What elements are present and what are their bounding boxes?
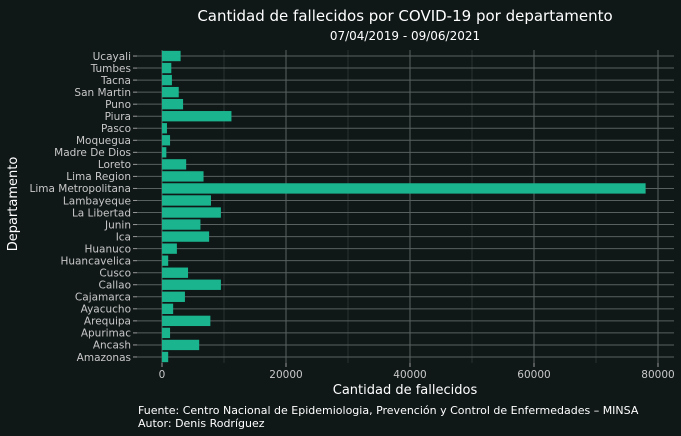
y-tick-label: Madre De Dios (54, 147, 131, 159)
x-axis-label: Cantidad de fallecidos (333, 383, 478, 398)
y-tick-label: Tumbes (90, 63, 131, 75)
bar (162, 339, 200, 351)
author-caption: Autor: Denis Rodríguez (138, 417, 265, 430)
bar (162, 291, 185, 302)
y-tick-label: San Martin (74, 87, 131, 99)
y-tick-label: Cusco (99, 268, 131, 280)
y-tick-label: Ica (116, 231, 131, 243)
y-tick-label: Lima Region (66, 171, 131, 183)
bar (162, 50, 181, 62)
bar (162, 183, 646, 194)
y-tick-label: Arequipa (84, 316, 131, 328)
y-tick-label: La Libertad (72, 207, 131, 219)
x-tick-label: 80000 (641, 369, 674, 381)
x-tick-label: 20000 (269, 369, 302, 381)
bar (162, 267, 189, 278)
y-tick-label: Callao (99, 280, 131, 292)
y-tick-label: Puno (105, 99, 131, 111)
y-tick-labels: AmazonasAncashApurimacArequipaAyacuchoCa… (30, 51, 132, 364)
y-tick-label: Junin (104, 219, 131, 231)
bar (162, 86, 179, 98)
bar (162, 327, 171, 339)
chart-subtitle: 07/04/2019 - 09/06/2021 (330, 29, 480, 43)
y-tick-label: Lambayeque (63, 195, 131, 207)
bar (162, 255, 169, 266)
y-tick-label: Loreto (98, 159, 131, 171)
chart-title: Cantidad de fallecidos por COVID-19 por … (197, 7, 612, 25)
source-caption: Fuente: Centro Nacional de Epidemiologia… (138, 404, 639, 417)
y-tick-label: Cajamarca (75, 292, 131, 304)
y-axis-label: Departamento (6, 157, 21, 252)
y-tick-label: Ucayali (93, 51, 131, 63)
bar (162, 62, 172, 74)
y-tick-label: Moquegua (76, 135, 131, 147)
bar (162, 98, 184, 110)
y-tick-label: Ancash (93, 340, 131, 352)
y-tick-label: Pasco (101, 123, 131, 135)
y-tick-label: Tacna (100, 75, 131, 87)
bar (162, 351, 169, 363)
bar (162, 243, 177, 254)
x-tick-label: 60000 (517, 369, 550, 381)
bar (162, 315, 211, 327)
y-tick-label: Lima Metropolitana (30, 183, 131, 195)
bar (162, 111, 232, 122)
y-tick-label: Huancavelica (60, 255, 131, 267)
bar (162, 207, 221, 218)
bar (162, 171, 204, 182)
bar (162, 231, 210, 242)
grid (133, 50, 674, 367)
bar (162, 123, 167, 134)
bar (162, 219, 201, 230)
y-tick-label: Ayacucho (81, 304, 131, 316)
x-tick-label: 0 (159, 369, 166, 381)
bar (162, 195, 211, 206)
bar (162, 159, 187, 170)
x-tick-label: 40000 (393, 369, 426, 381)
y-tick-label: Apurimac (81, 328, 131, 340)
bar (162, 147, 167, 158)
x-tick-labels: 0 20000 40000 60000 80000 (159, 369, 675, 381)
bar (162, 135, 171, 146)
y-tick-label: Huanuco (85, 243, 132, 255)
bar (162, 303, 174, 315)
y-tick-label: Amazonas (77, 352, 131, 364)
y-tick-label: Piura (105, 111, 131, 123)
bar (162, 74, 172, 86)
bars (162, 50, 646, 363)
bar (162, 279, 221, 290)
